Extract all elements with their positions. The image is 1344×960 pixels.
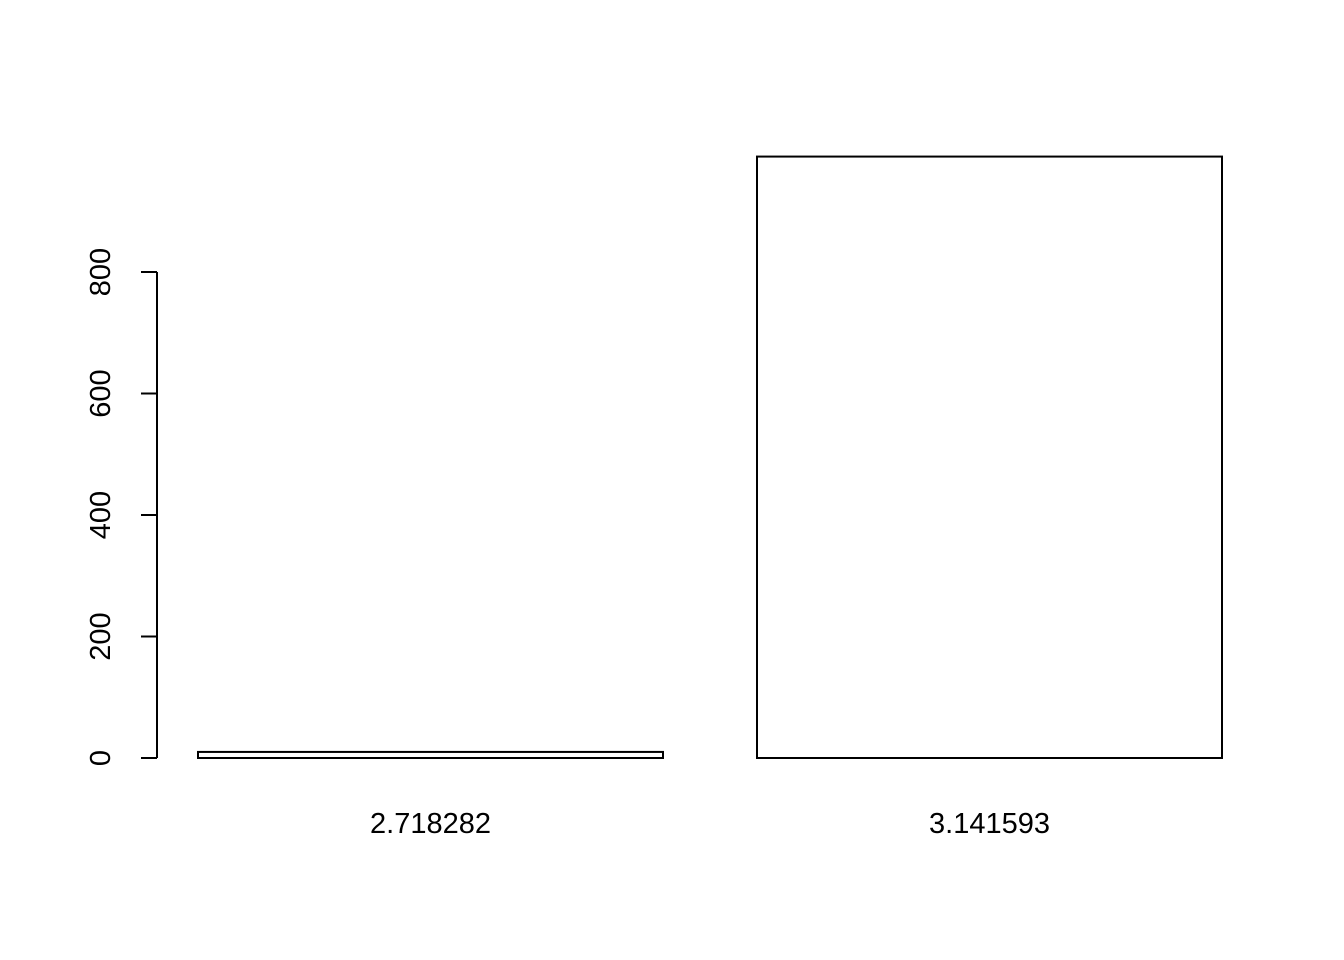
x-category-label: 2.718282 [370,808,491,840]
y-tick-label: 200 [85,612,117,660]
y-tick-label: 0 [85,750,117,766]
y-tick-label: 600 [85,369,117,417]
x-axis-labels: 2.718282 3.141593 [370,808,1050,840]
y-tick-label: 800 [85,248,117,296]
y-axis: 0 200 400 600 800 [85,248,158,766]
y-tick-label: 400 [85,491,117,539]
bar-3.141593 [756,155,1223,759]
bar-2.718282 [197,750,664,759]
x-category-label: 3.141593 [929,808,1050,840]
bars-group [197,155,1223,759]
